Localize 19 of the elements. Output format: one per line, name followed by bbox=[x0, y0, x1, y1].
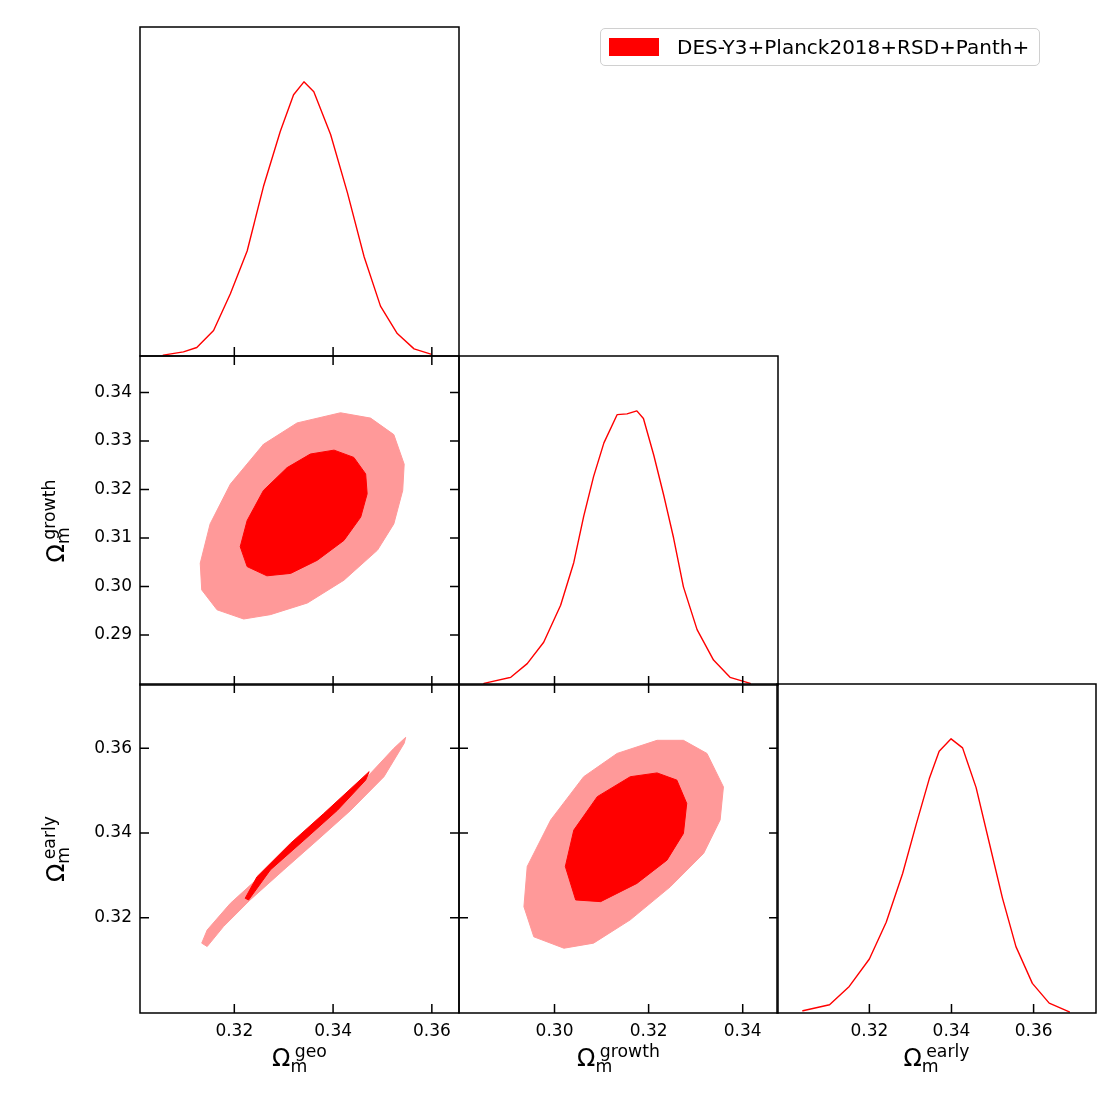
y-tick-label: 0.34 bbox=[94, 821, 132, 842]
y-tick-label: 0.31 bbox=[94, 526, 132, 547]
legend-label: DES-Y3+Planck2018+RSD+Panth+ bbox=[677, 35, 1030, 59]
x-tick-label: 0.34 bbox=[314, 1019, 353, 1040]
y-tick-label: 0.34 bbox=[94, 380, 132, 401]
y-tick-label: 0.32 bbox=[94, 477, 132, 498]
x-tick-label: 0.32 bbox=[215, 1019, 254, 1040]
x-tick-label: 0.34 bbox=[932, 1019, 971, 1040]
y-tick-label: 0.33 bbox=[94, 429, 132, 450]
y-tick-label: 0.36 bbox=[94, 736, 132, 757]
x-tick-label: 0.32 bbox=[629, 1019, 668, 1040]
x-tick-label: 0.34 bbox=[723, 1019, 762, 1040]
y-tick-label: 0.32 bbox=[94, 906, 132, 927]
x-tick-label: 0.36 bbox=[1014, 1019, 1053, 1040]
y-tick-label: 0.29 bbox=[94, 623, 132, 644]
y-tick-label: 0.30 bbox=[94, 574, 132, 595]
x-tick-label: 0.32 bbox=[850, 1019, 889, 1040]
x-tick-label: 0.30 bbox=[535, 1019, 574, 1040]
x-tick-label: 0.36 bbox=[412, 1019, 451, 1040]
